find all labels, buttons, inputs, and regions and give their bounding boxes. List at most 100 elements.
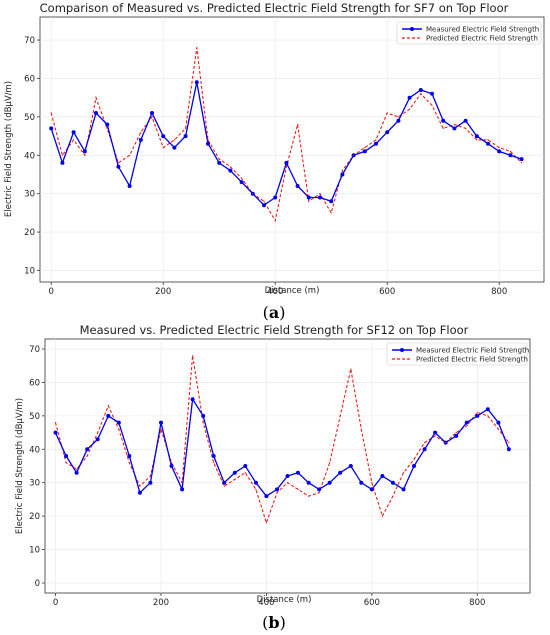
b-measured-point bbox=[159, 420, 163, 425]
a-ytick-label: 60 bbox=[24, 74, 35, 84]
panel-b-legend-box bbox=[386, 342, 528, 366]
a-measured-point bbox=[138, 137, 143, 142]
a-measured-point bbox=[385, 130, 390, 135]
a-predicted-point bbox=[465, 127, 467, 129]
a-measured-point bbox=[127, 184, 132, 188]
a-measured-point bbox=[407, 95, 412, 100]
a-measured-point bbox=[262, 203, 266, 208]
b-predicted-point bbox=[455, 432, 457, 434]
b-xtick-label: 400 bbox=[258, 598, 274, 608]
a-predicted-point bbox=[397, 116, 399, 118]
b-measured-point bbox=[296, 470, 300, 475]
b-measured-point bbox=[53, 430, 58, 435]
b-measured-point bbox=[475, 413, 480, 418]
b-predicted-point bbox=[223, 485, 225, 487]
panel-a-legend-predicted-label: Predicted Electric Field Strength bbox=[426, 35, 538, 43]
panel-a-chart: 10 20 30 40 50 60 70 0 200 400 600 800 Comparison … bbox=[4, 1, 545, 297]
b-predicted-point bbox=[265, 522, 267, 524]
b-predicted-point bbox=[297, 488, 299, 490]
a-predicted-point bbox=[386, 112, 388, 114]
panel-b-legend: Measured Electric Field Strength Predict… bbox=[386, 342, 529, 366]
a-predicted-point bbox=[207, 139, 209, 141]
a-measured-point bbox=[497, 149, 502, 154]
a-measured-point bbox=[183, 134, 188, 139]
b-measured-point bbox=[454, 433, 459, 438]
b-measured-point bbox=[180, 487, 185, 492]
a-predicted-point bbox=[409, 108, 411, 110]
a-predicted-point bbox=[241, 177, 243, 179]
panel-a-grid bbox=[40, 17, 544, 282]
panel-b-legend-predicted-label: Predicted Electric Field Strength bbox=[416, 356, 528, 364]
a-predicted-point bbox=[84, 154, 86, 156]
b-measured-point bbox=[348, 464, 353, 468]
b-ytick-label: 40 bbox=[29, 445, 40, 455]
panel-a-x-ticks: 0 200 400 600 800 bbox=[48, 282, 507, 297]
panel-b-x-ticks: 0 200 400 600 800 bbox=[53, 593, 485, 608]
a-predicted-point bbox=[106, 127, 108, 129]
b-measured-point bbox=[401, 487, 406, 492]
b-measured-point bbox=[306, 480, 311, 485]
a-predicted-point bbox=[453, 123, 455, 126]
panel-b-chart: 0 10 20 30 40 50 60 70 0 200 400 600 800 Measured v… bbox=[15, 323, 531, 608]
a-measured-point bbox=[273, 195, 278, 200]
b-measured-point bbox=[433, 430, 438, 435]
a-measured-point bbox=[116, 164, 121, 169]
b-measured-point bbox=[464, 420, 469, 425]
panel-b-series bbox=[53, 355, 511, 525]
b-measured-point bbox=[190, 397, 195, 402]
b-predicted-point bbox=[360, 428, 362, 430]
a-measured-point bbox=[463, 118, 468, 123]
panel-a-legend: Measured Electric Field Strength Predict… bbox=[396, 21, 542, 45]
b-measured-point bbox=[148, 480, 153, 485]
b-measured-point bbox=[496, 420, 501, 425]
b-xtick-label: 600 bbox=[364, 598, 380, 608]
a-predicted-point bbox=[297, 123, 299, 126]
panel-b-grid bbox=[45, 339, 530, 593]
b-predicted-point bbox=[86, 455, 88, 457]
b-measured-point bbox=[390, 480, 395, 485]
b-measured-point bbox=[106, 413, 111, 418]
b-predicted-point bbox=[149, 475, 151, 477]
panel-a-y-ticks: 10 20 30 40 50 60 70 bbox=[24, 36, 40, 276]
a-measured-point bbox=[194, 80, 199, 85]
b-predicted-point bbox=[202, 422, 204, 424]
b-measured-point bbox=[222, 480, 227, 485]
b-predicted-point bbox=[97, 432, 99, 434]
b-predicted-point bbox=[476, 411, 478, 414]
b-predicted-point bbox=[508, 442, 510, 444]
a-measured-point bbox=[374, 141, 378, 146]
panel-b-legend-measured-label: Measured Electric Field Strength bbox=[416, 347, 529, 355]
a-predicted-point bbox=[330, 212, 332, 214]
b-measured-point bbox=[317, 487, 322, 492]
a-measured-point bbox=[217, 160, 222, 165]
a-measured-point bbox=[150, 111, 154, 115]
b-predicted-point bbox=[445, 442, 447, 444]
a-predicted-point bbox=[353, 154, 355, 156]
b-predicted-point bbox=[308, 495, 310, 497]
b-predicted-point bbox=[54, 422, 57, 424]
a-ytick-label: 20 bbox=[24, 228, 35, 238]
panel-a-caption: (a) bbox=[263, 303, 286, 322]
b-predicted-line bbox=[54, 355, 510, 525]
a-measured-point bbox=[161, 134, 166, 139]
a-measured-point bbox=[206, 141, 210, 146]
b-measured-point bbox=[275, 487, 279, 492]
b-predicted-point bbox=[160, 428, 162, 430]
b-predicted-point bbox=[234, 478, 236, 480]
a-xtick-label: 800 bbox=[491, 287, 507, 297]
panel-a-plot-area bbox=[39, 16, 545, 283]
b-measured-point bbox=[211, 454, 216, 458]
a-measured-point bbox=[49, 126, 54, 131]
a-predicted-point bbox=[162, 147, 164, 149]
b-predicted-point bbox=[128, 462, 130, 464]
b-predicted-point bbox=[350, 368, 352, 370]
a-measured-point bbox=[105, 122, 110, 127]
a-measured-point bbox=[508, 153, 513, 158]
a-predicted-point bbox=[498, 147, 500, 149]
b-xtick-label: 0 bbox=[53, 598, 58, 608]
b-predicted-point bbox=[402, 472, 405, 474]
b-measured-point bbox=[127, 454, 132, 458]
a-predicted-point bbox=[364, 147, 366, 149]
a-predicted-point bbox=[442, 127, 444, 129]
